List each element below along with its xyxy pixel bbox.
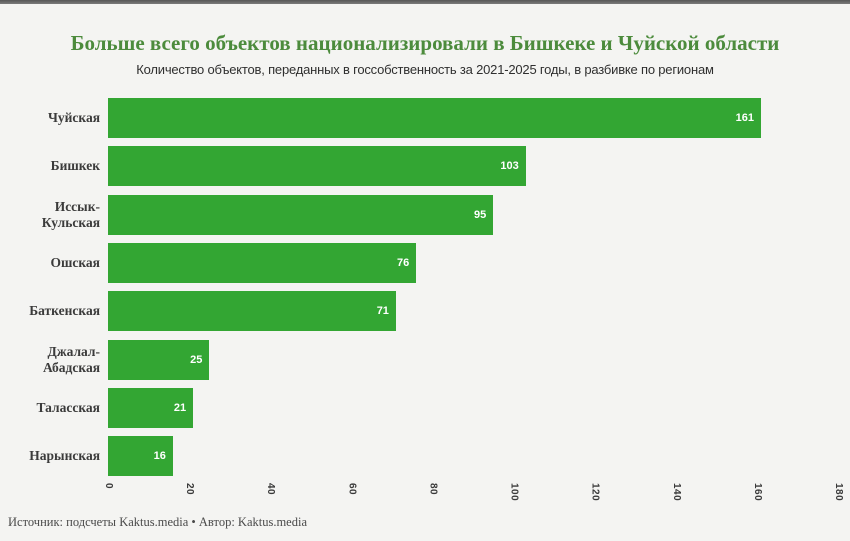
category-label: Джалал-Абадская: [42, 343, 100, 375]
x-tick-label: 0: [103, 483, 114, 490]
bar: 21: [108, 387, 194, 428]
category-label: Нарынская: [29, 448, 100, 464]
chart-row: Таласская 21: [0, 384, 850, 432]
top-strip: [0, 0, 850, 4]
chart-row: Джалал-Абадская 25: [0, 335, 850, 383]
category-label: Иссык-Кульская: [41, 198, 100, 230]
x-tick-label: 120: [589, 483, 601, 502]
bar: 161: [108, 98, 761, 139]
chart-row: Чуйская 161: [0, 94, 850, 142]
x-tick-label: 20: [184, 483, 196, 496]
x-tick-label: 180: [833, 483, 844, 502]
bar: 16: [108, 436, 173, 477]
chart-row: Ошская 76: [0, 239, 850, 287]
infographic-page: Больше всего объектов национализировали …: [0, 0, 850, 529]
category-label: Баткенская: [29, 303, 100, 319]
category-label: Ошская: [50, 255, 100, 271]
bar-track: 161: [108, 98, 838, 139]
bar: 76: [108, 243, 417, 284]
bar-track: 76: [108, 243, 838, 284]
value-label: 76: [396, 257, 410, 270]
bar: 25: [108, 339, 210, 380]
bar-rows: Чуйская 161 Бишкек 103 Иссык-Кульская 95 Ошска…: [0, 94, 850, 480]
value-label: 25: [190, 353, 203, 366]
bar-track: 95: [108, 194, 838, 235]
bar-track: 103: [108, 146, 838, 187]
category-label: Бишкек: [50, 158, 100, 174]
chart-row: Бишкек 103: [0, 142, 850, 190]
bar-track: 21: [108, 387, 838, 428]
bar-track: 71: [108, 291, 838, 332]
value-label: 21: [173, 401, 187, 414]
x-tick-label: 80: [427, 483, 439, 496]
x-tick-label: 100: [508, 483, 520, 502]
value-label: 16: [153, 450, 166, 463]
category-label: Чуйская: [47, 110, 100, 126]
x-tick-label: 160: [751, 483, 763, 502]
bar-track: 25: [108, 339, 838, 380]
bar-chart: Чуйская 161 Бишкек 103 Иссык-Кульская 95 Ошска…: [0, 94, 850, 516]
chart-row: Иссык-Кульская 95: [0, 191, 850, 239]
value-label: 103: [500, 160, 519, 173]
chart-title: Больше всего объектов национализировали …: [70, 31, 780, 55]
x-tick-label: 60: [346, 483, 358, 496]
value-label: 95: [474, 208, 487, 221]
value-label: 71: [376, 305, 389, 318]
bar: 103: [108, 146, 526, 187]
x-axis: 0 20 40 60 80 100 120 140 160 180: [103, 480, 844, 516]
source-credit: Источник: подсчеты Kaktus.media • Автор:…: [8, 515, 307, 529]
category-label: Таласская: [36, 399, 100, 415]
chart-row: Нарынская 16: [0, 432, 850, 480]
value-label: 161: [735, 112, 754, 125]
x-tick-label: 140: [670, 483, 682, 502]
bar: 95: [108, 194, 494, 235]
x-tick-label: 40: [265, 483, 277, 496]
chart-row: Баткенская 71: [0, 287, 850, 335]
bar-track: 16: [108, 436, 838, 477]
bar: 71: [108, 291, 396, 332]
chart-subtitle: Количество объектов, переданных в госсоб…: [136, 62, 714, 78]
